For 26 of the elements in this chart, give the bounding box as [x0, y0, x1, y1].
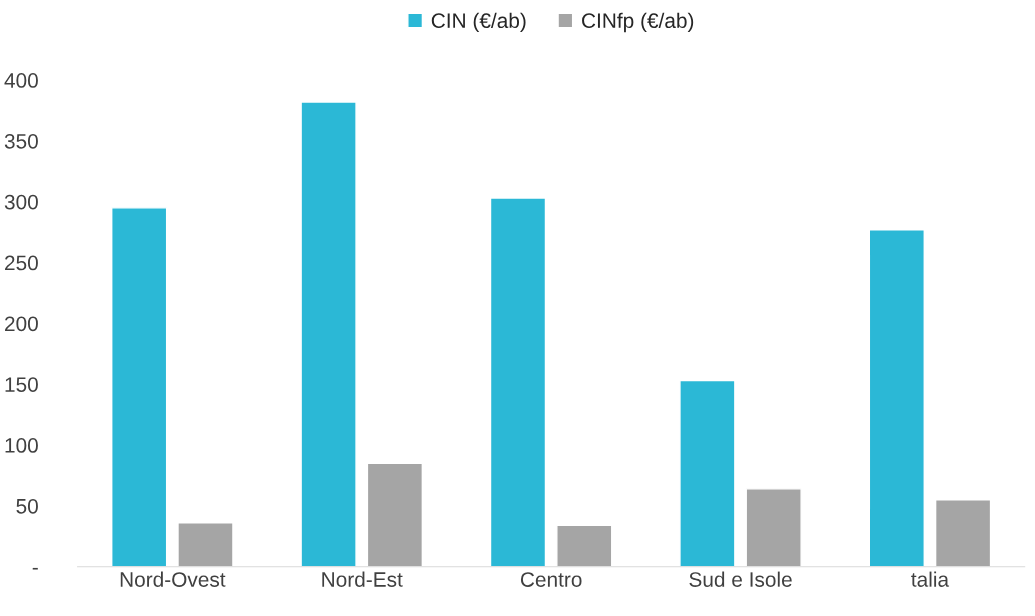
bar: [745, 488, 802, 567]
legend-label: CIN (€/ab): [431, 12, 526, 33]
bar: [556, 524, 613, 567]
bar: [177, 522, 234, 567]
y-tick-label: 250: [5, 255, 38, 271]
x-tick-label: Sud e Isole: [689, 571, 792, 587]
x-tick-label: talia: [911, 571, 950, 587]
y-tick-label: 100: [5, 438, 38, 453]
y-tick-label: 150: [5, 377, 38, 392]
bar: [679, 379, 736, 567]
legend-label: CINfp (€/ab): [582, 12, 694, 33]
bar: [111, 207, 168, 567]
y-tick-label: 50: [16, 498, 38, 514]
y-tick-label: 300: [4, 194, 38, 210]
y-tick-label: 200: [5, 316, 38, 332]
bar: [366, 462, 424, 567]
y-tick-label: -: [32, 567, 38, 570]
y-tick-label: 400: [4, 73, 38, 88]
x-tick-label: Nord-Ovest: [120, 571, 226, 587]
bar: [300, 101, 357, 567]
y-tick-label: 350: [4, 133, 38, 149]
bar: [868, 229, 925, 567]
bar: [489, 197, 547, 567]
x-tick-label: Nord-Est: [322, 571, 403, 587]
x-tick-label: Centro: [520, 572, 582, 587]
bar: [934, 499, 992, 567]
